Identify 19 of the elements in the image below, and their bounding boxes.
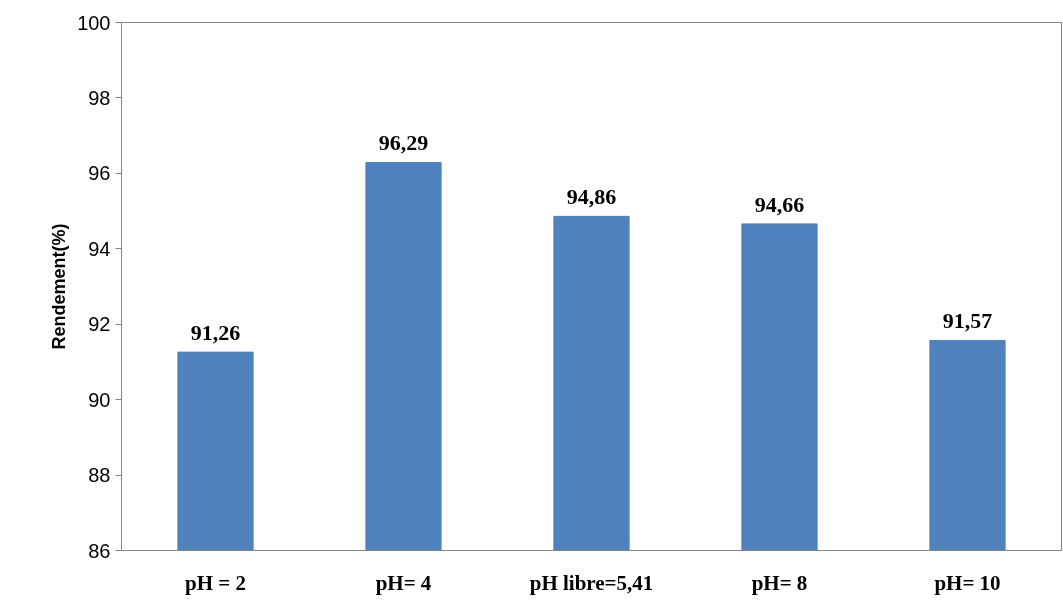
y-tick-label: 94	[88, 237, 111, 260]
y-tick-label: 92	[88, 313, 111, 336]
x-tick-label: pH libre=5,41	[529, 570, 654, 595]
y-tick-label: 90	[88, 388, 111, 411]
y-tick-label: 100	[77, 11, 111, 34]
x-tick-label: pH = 2	[185, 570, 246, 595]
data-label: 91,57	[942, 308, 993, 334]
x-tick-label: pH= 8	[751, 570, 808, 595]
y-tick-label: 88	[88, 464, 111, 487]
data-label: 96,29	[378, 130, 429, 156]
y-tick-label: 96	[88, 162, 111, 185]
data-label: 94,86	[566, 184, 617, 210]
data-label: 94,66	[754, 191, 805, 217]
data-label: 91,26	[190, 320, 241, 346]
y-tick-label: 98	[88, 86, 111, 109]
x-tick-label: pH= 10	[934, 570, 1001, 595]
y-tick-label: 86	[88, 539, 111, 562]
y-axis-title: Rendement(%)	[49, 223, 70, 350]
x-tick-label: pH= 4	[375, 570, 432, 595]
